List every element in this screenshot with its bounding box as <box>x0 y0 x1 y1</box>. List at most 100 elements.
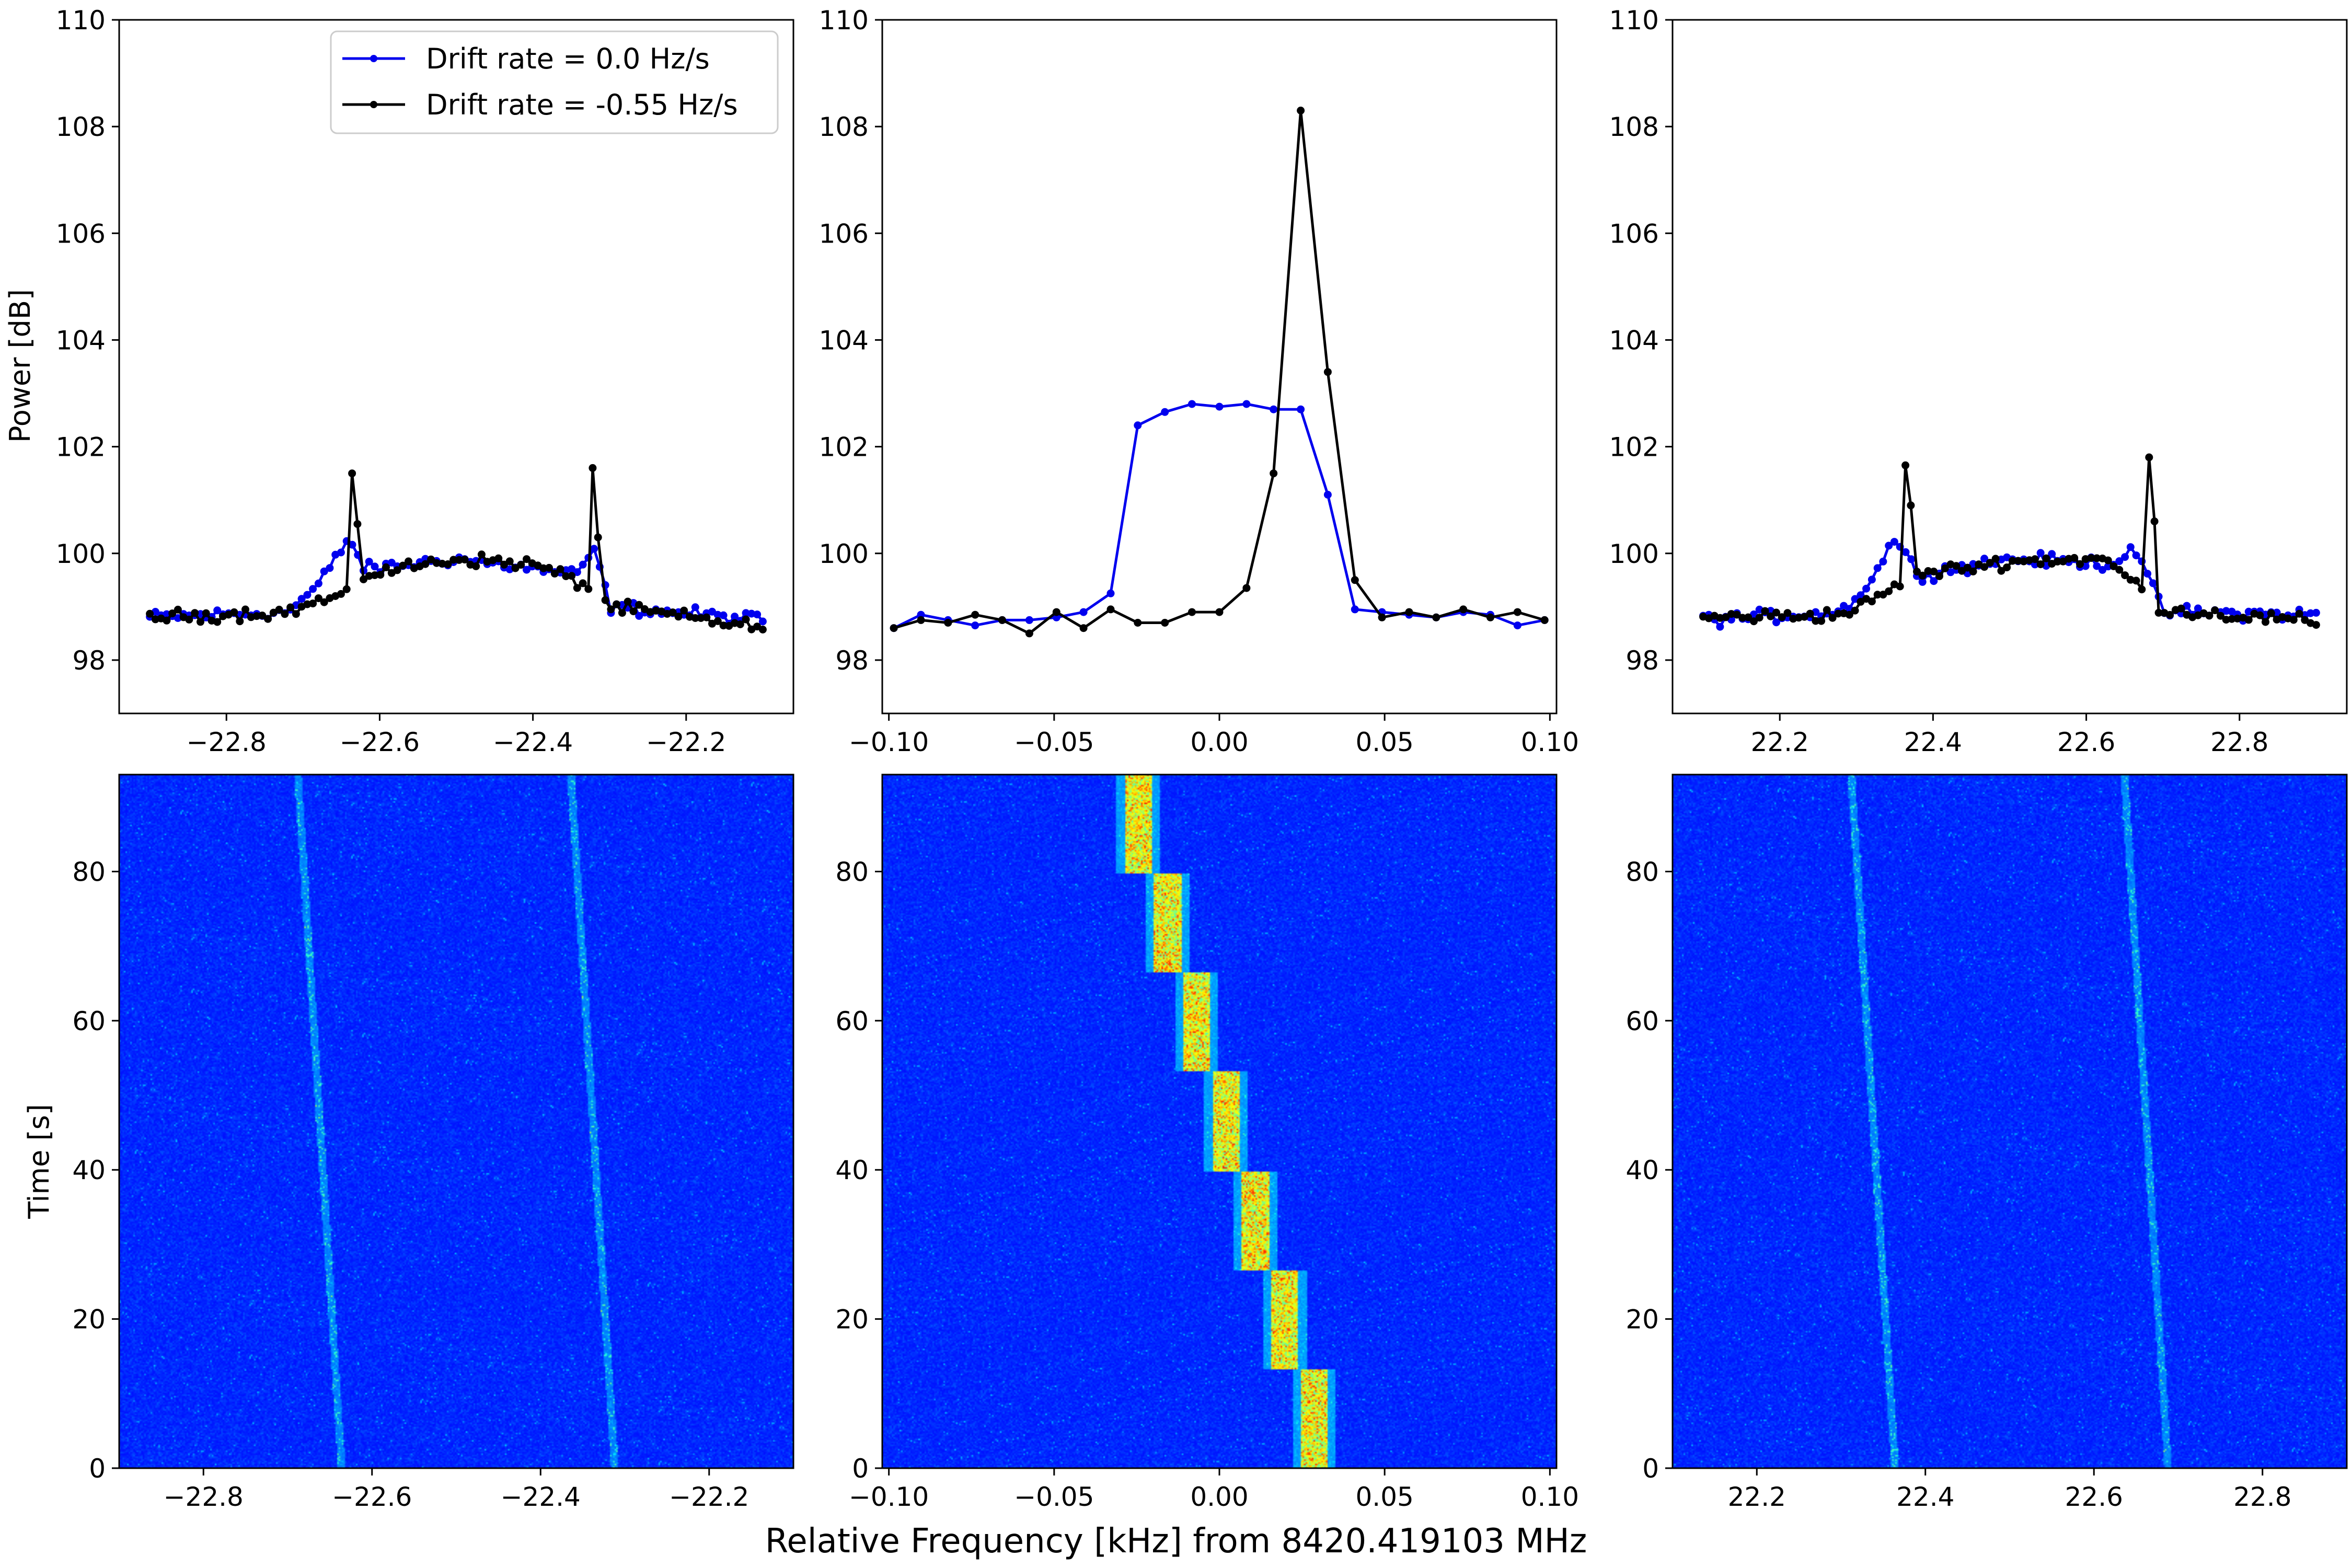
data-point-right-1 <box>1851 606 1859 615</box>
data-point-center-1 <box>1025 629 1033 638</box>
line-xtick-label: 0.10 <box>1521 727 1579 757</box>
line-xtick-label: 0.05 <box>1356 727 1414 757</box>
data-point-right-1 <box>2014 557 2022 565</box>
data-point-right-1 <box>2087 554 2095 562</box>
data-point-left-1 <box>477 550 486 559</box>
data-point-right-1 <box>1924 567 1932 575</box>
data-point-right-1 <box>1828 614 1837 622</box>
heatmap-xtick-label: −22.4 <box>501 1482 581 1512</box>
data-point-right-0 <box>1980 555 1989 563</box>
line-ytick-label: 106 <box>56 218 106 249</box>
data-point-left-1 <box>320 598 328 606</box>
data-point-center-0 <box>1079 608 1088 616</box>
heatmap-panel-frame-right <box>1671 774 2348 1469</box>
data-point-left-0 <box>753 610 762 619</box>
data-point-left-1 <box>539 564 548 572</box>
data-point-right-1 <box>1767 612 1775 620</box>
data-point-right-1 <box>2267 609 2275 617</box>
data-point-center-1 <box>1378 613 1386 621</box>
data-point-right-0 <box>1879 557 1887 566</box>
heatmap-ytick-label: 80 <box>72 857 106 887</box>
data-point-center-0 <box>1161 408 1169 416</box>
y-axis-label-power: Power [dB] <box>4 289 37 443</box>
data-point-right-1 <box>1806 609 1814 618</box>
data-point-center-0 <box>1270 405 1278 413</box>
data-point-center-0 <box>1134 421 1142 430</box>
data-point-right-0 <box>2307 609 2315 617</box>
data-point-left-1 <box>393 566 401 574</box>
data-point-right-1 <box>2154 608 2163 617</box>
data-point-right-1 <box>1744 613 1753 621</box>
line-ytick-label: 110 <box>819 5 869 36</box>
heatmap-xtick-label: −22.8 <box>164 1482 244 1512</box>
line-panels <box>146 107 2320 638</box>
heatmap-ytick-label: 40 <box>72 1155 106 1185</box>
data-point-left-0 <box>309 585 317 593</box>
data-point-right-1 <box>1761 607 1769 615</box>
heatmap-xtick-label: 22.2 <box>1728 1482 1786 1512</box>
heatmap-xtick-label: 0.10 <box>1521 1482 1579 1512</box>
data-point-center-0 <box>1025 616 1033 624</box>
data-point-right-1 <box>2104 556 2112 564</box>
heatmap-panel-frame-left <box>118 774 794 1469</box>
data-point-right-1 <box>1755 614 1763 622</box>
data-point-left-1 <box>607 605 615 614</box>
data-point-center-0 <box>1106 589 1115 597</box>
line-xtick-label: −0.10 <box>849 727 929 757</box>
data-point-left-1 <box>562 572 570 580</box>
data-point-center-1 <box>917 616 925 624</box>
y-axis-label-time: Time [s] <box>22 1104 55 1219</box>
axes-layer: −22.8 −22.6 −22.4 −22.2 98 100 102 104 106 108 110… <box>56 5 2348 1512</box>
data-point-left-1 <box>275 605 283 614</box>
legend-label-0: Drift rate = 0.0 Hz/s <box>426 42 710 75</box>
data-point-left-1 <box>399 561 407 570</box>
data-point-left-0 <box>348 540 356 549</box>
data-point-right-1 <box>2217 612 2224 620</box>
line-ytick-label: 104 <box>56 325 106 355</box>
data-point-left-1 <box>427 555 435 563</box>
line-xtick-label: 22.4 <box>1904 727 1962 757</box>
data-point-right-1 <box>1969 567 1977 575</box>
heatmap-ytick-label: 80 <box>835 857 869 887</box>
heatmap-ytick-label: 0 <box>1642 1454 1659 1484</box>
heatmap-xtick-label: −0.10 <box>849 1482 929 1512</box>
data-point-right-1 <box>1986 559 1994 567</box>
data-point-left-1 <box>371 571 379 579</box>
data-point-right-0 <box>2048 550 2056 558</box>
data-point-center-1 <box>1323 368 1332 376</box>
data-point-left-1 <box>382 563 390 571</box>
data-point-right-0 <box>2312 608 2320 617</box>
data-point-center-0 <box>1297 405 1305 413</box>
line-panel-frame-left <box>118 19 794 714</box>
data-point-right-1 <box>2150 517 2159 525</box>
data-point-center-1 <box>1513 608 1521 616</box>
data-point-left-1 <box>460 556 469 564</box>
data-point-right-1 <box>1879 591 1887 599</box>
heatmap-image-left <box>119 775 793 1468</box>
data-point-left-1 <box>197 618 204 626</box>
data-point-right-0 <box>2121 553 2129 561</box>
data-point-left-1 <box>337 590 345 598</box>
line-ytick-label: 106 <box>819 218 869 249</box>
data-point-right-1 <box>1941 564 1949 572</box>
line-ytick-label: 106 <box>1609 218 1659 249</box>
heatmap-ytick-label: 20 <box>1625 1305 1659 1335</box>
data-point-center-0 <box>1323 491 1332 499</box>
line-ytick-label: 102 <box>1609 432 1659 463</box>
data-point-right-1 <box>1867 597 1876 606</box>
data-point-left-1 <box>568 572 576 580</box>
data-point-right-1 <box>1772 608 1780 617</box>
heatmap-xtick-label: −0.05 <box>1014 1482 1094 1512</box>
data-point-left-1 <box>668 608 677 617</box>
line-xtick-label: −0.05 <box>1014 727 1094 757</box>
data-point-left-1 <box>202 609 210 617</box>
data-point-left-1 <box>702 613 711 621</box>
data-point-left-1 <box>472 562 480 570</box>
data-point-right-1 <box>2205 612 2213 620</box>
data-point-left-1 <box>601 596 609 604</box>
data-point-right-0 <box>1930 577 1938 585</box>
data-point-right-1 <box>2070 554 2079 562</box>
data-point-center-0 <box>1215 402 1224 411</box>
data-point-left-1 <box>168 609 177 618</box>
